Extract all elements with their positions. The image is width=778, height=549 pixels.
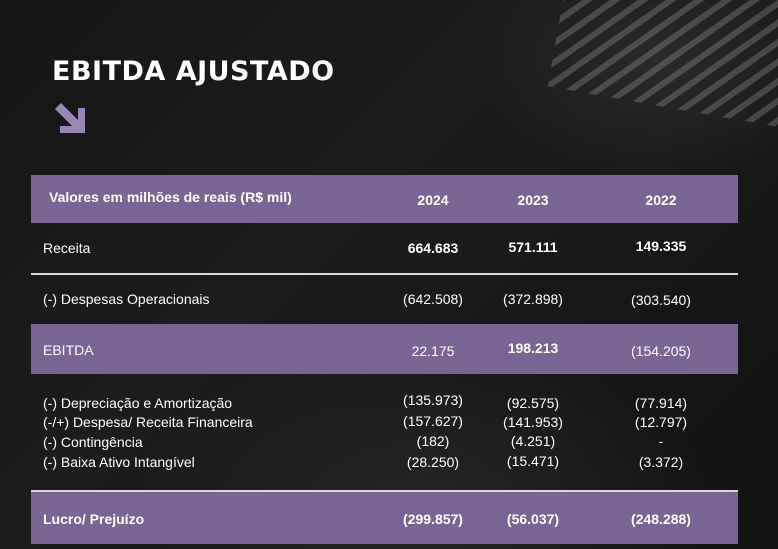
- row-label-depreciacao: (-) Depreciação e Amortização: [43, 395, 233, 411]
- value-2023: 198.213: [507, 340, 559, 356]
- value-2024: (299.857): [403, 511, 463, 527]
- table-row-receita: Receita 664.683 571.111 149.335: [31, 223, 738, 275]
- ebitda-table: Valores em milhões de reais (R$ mil) 202…: [31, 175, 738, 544]
- header-year-2022: 2022: [645, 192, 677, 208]
- row-label: (-) Despesas Operacionais: [43, 291, 210, 307]
- value-2022: (154.205): [631, 343, 691, 359]
- table-row-detail-group: (-) Depreciação e Amortização (-/+) Desp…: [31, 374, 738, 492]
- header-year-2024: 2024: [417, 192, 449, 208]
- table-row-lucro: Lucro/ Prejuízo (299.857) (56.037) (248.…: [31, 492, 738, 544]
- row-label-baixa: (-) Baixa Ativo Intangível: [43, 454, 195, 470]
- page-title: EBITDA AJUSTADO: [52, 56, 335, 87]
- baixa-2022: (3.372): [638, 454, 684, 470]
- contingencia-2022: -: [658, 433, 664, 449]
- depreciacao-2024: (135.973): [403, 392, 463, 408]
- arrow-down-right-icon: [55, 103, 85, 133]
- background-decoration: [547, 0, 778, 132]
- header-year-2023: 2023: [517, 192, 549, 208]
- depreciacao-2023: (92.575): [506, 395, 560, 411]
- row-label: Lucro/ Prejuízo: [43, 511, 145, 527]
- contingencia-2024: (182): [416, 433, 450, 449]
- value-2024: 664.683: [407, 240, 459, 256]
- value-2023: (56.037): [506, 511, 560, 527]
- row-label: EBITDA: [43, 342, 94, 358]
- value-2023: 571.111: [508, 239, 558, 255]
- value-2023: (372.898): [503, 291, 563, 307]
- financeira-2023: (141.953): [503, 414, 563, 430]
- value-2022: 149.335: [635, 238, 687, 254]
- baixa-2024: (28.250): [406, 454, 460, 470]
- table-row-despesas: (-) Despesas Operacionais (642.508) (372…: [31, 275, 738, 324]
- value-2022: (248.288): [631, 511, 691, 527]
- row-label: Receita: [43, 240, 91, 256]
- value-2024: 22.175: [411, 343, 455, 359]
- baixa-2023: (15.471): [506, 453, 560, 469]
- table-header-row: Valores em milhões de reais (R$ mil) 202…: [31, 175, 738, 223]
- row-label-contingencia: (-) Contingência: [43, 434, 143, 450]
- contingencia-2023: (4.251): [510, 433, 556, 449]
- header-label: Valores em milhões de reais (R$ mil): [49, 189, 292, 205]
- depreciacao-2022: (77.914): [634, 395, 688, 411]
- value-2024: (642.508): [403, 291, 463, 307]
- row-label-financeira: (-/+) Despesa/ Receita Financeira: [43, 414, 253, 430]
- table-row-ebitda: EBITDA 22.175 198.213 (154.205): [31, 324, 738, 374]
- financeira-2024: (157.627): [403, 413, 463, 429]
- financeira-2022: (12.797): [634, 414, 688, 430]
- value-2022: (303.540): [631, 292, 691, 308]
